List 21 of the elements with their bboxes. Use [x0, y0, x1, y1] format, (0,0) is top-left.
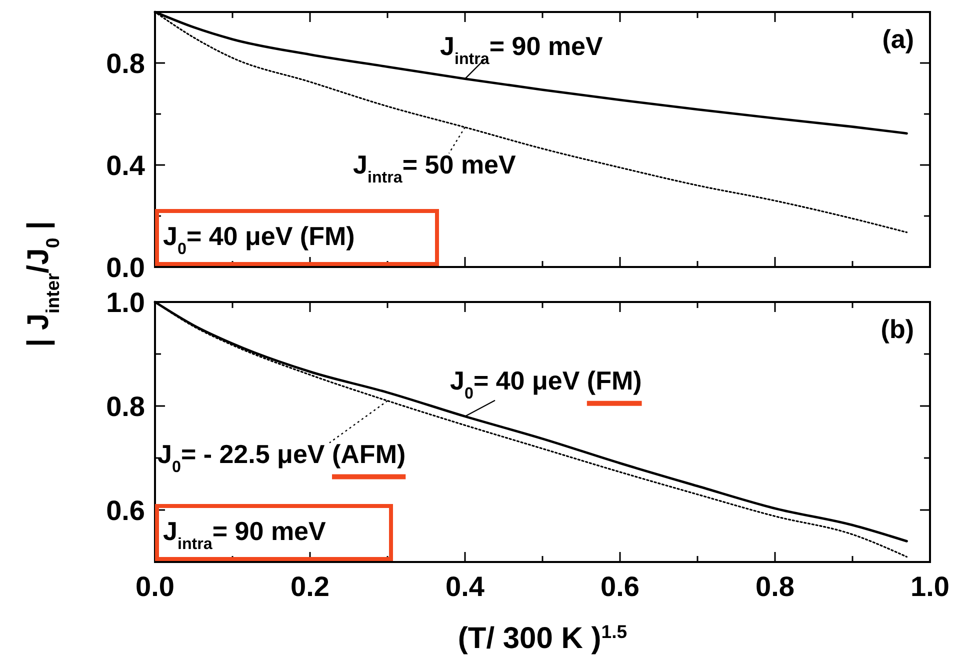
y-tick-label: 0.8 — [106, 391, 145, 422]
y-tick-label: 0.6 — [106, 495, 145, 526]
annotation: (b) — [880, 314, 914, 344]
legend-label: J$_{intra}$= 50 meV — [353, 149, 517, 186]
x-tick-label: 0.8 — [756, 571, 794, 602]
y-tick-label: 1.0 — [106, 287, 145, 318]
annotation: (a) — [882, 24, 914, 54]
x-tick-label: 0.6 — [600, 571, 640, 602]
legend-label: J$_{intra}$= 90 meV — [440, 30, 604, 68]
x-tick-label: 1.0 — [910, 571, 950, 602]
y-tick-label: 0.4 — [106, 150, 146, 181]
annotation: J$_{0}$= 40 μeV (FM) — [163, 221, 355, 258]
x-tick-label: 0.2 — [290, 571, 330, 602]
x-tick-label: 0.0 — [136, 571, 174, 602]
x-tick-label: 0.4 — [446, 571, 485, 602]
x-axis-title: (T/ 300 K )$^{1.5}$ — [458, 620, 628, 655]
y-tick-label: 0.8 — [106, 48, 145, 79]
y-tick-label: 0.0 — [106, 252, 145, 283]
annotation: J$_{intra}$= 90 meV — [163, 516, 327, 553]
series-label: J$_{0}$= 40 μeV (FM) — [450, 365, 642, 402]
legend-label: J$_{0}$= - 22.5 μeV (AFM) — [158, 438, 406, 476]
